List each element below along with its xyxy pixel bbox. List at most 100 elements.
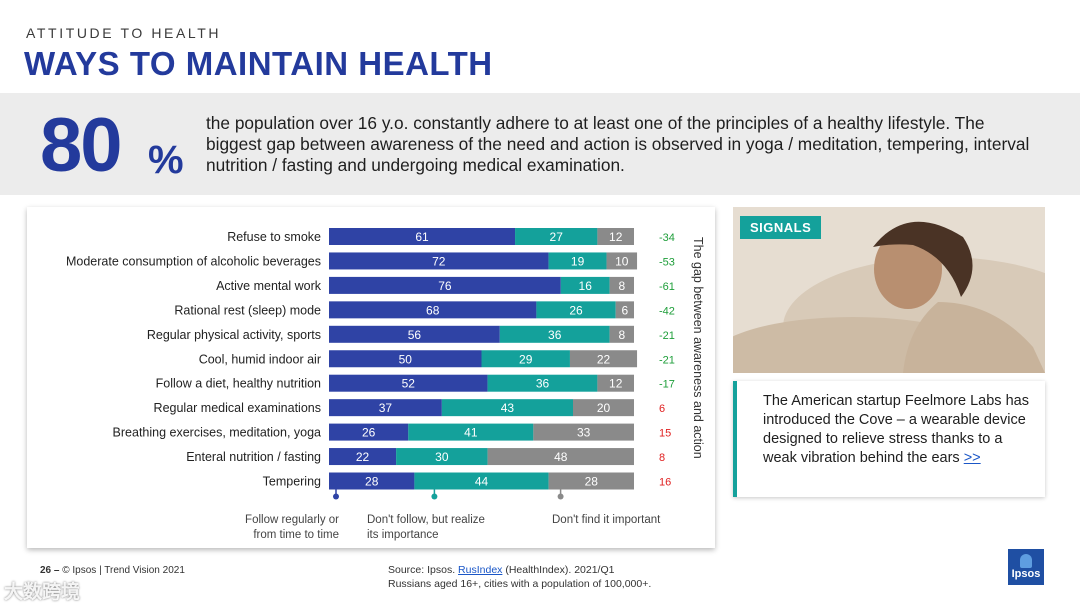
legend-label-line: Don't follow, but realize (367, 514, 485, 526)
source-prefix: Source: Ipsos. (388, 564, 456, 576)
highlight-percent-sign: % (148, 138, 184, 182)
gap-value: -21 (659, 330, 675, 342)
stacked-bar-chart: Refuse to smoke 61 27 12 -34 Moderate consump… (66, 228, 675, 541)
signal-accent-bar (733, 381, 737, 497)
bar-segment (597, 374, 634, 392)
legend-marker-dot (333, 493, 339, 500)
bar-segment (329, 350, 482, 368)
bar-value-label: 72 (432, 254, 446, 268)
bar-segment (515, 228, 598, 245)
gap-value: -21 (659, 354, 675, 366)
signals-badge: SIGNALS (740, 216, 822, 239)
legend-label-line: Follow regularly or (245, 514, 339, 526)
gap-value: 16 (659, 477, 671, 489)
source-line-2: Russians aged 16+, cities with a populat… (388, 578, 652, 590)
bar-segment (329, 325, 500, 343)
category-label: Breathing exercises, meditation, yoga (113, 426, 321, 440)
bar-value-label: 36 (536, 377, 550, 391)
bar-value-label: 22 (597, 352, 611, 366)
bar-segment (487, 448, 634, 466)
bar-value-label: 22 (356, 450, 370, 464)
bar-value-label: 12 (609, 377, 623, 391)
bar-segment (329, 374, 488, 392)
bar-segment (441, 399, 573, 417)
bar-value-label: 16 (579, 279, 593, 293)
bar-value-label: 41 (464, 426, 478, 440)
bar-value-label: 43 (501, 401, 515, 415)
bar-segment (329, 252, 549, 270)
bar-value-label: 48 (554, 450, 568, 464)
bar-segment (533, 423, 634, 441)
source-line-1: Source: Ipsos. RusIndex (HealthIndex). 2… (388, 563, 651, 577)
signal-text-block: The American startup Feelmore Labs has i… (763, 392, 1033, 468)
bar-value-label: 27 (550, 230, 564, 244)
bar-value-label: 26 (362, 426, 376, 440)
bar-value-label: 50 (399, 352, 413, 366)
category-label: Tempering (263, 475, 321, 489)
bar-segment (329, 399, 442, 417)
logo-text: Ipsos (1011, 568, 1041, 580)
legend-label-line: its importance (367, 529, 439, 541)
gap-axis-label: The gap between awareness and action (691, 237, 705, 459)
bar-value-label: 52 (402, 377, 416, 391)
bar-segment (548, 252, 607, 270)
bar-value-label: 61 (415, 230, 429, 244)
bar-value-label: 12 (609, 230, 623, 244)
bar-segment (329, 472, 415, 490)
page-title: WAYS TO MAINTAIN HEALTH (24, 45, 493, 82)
source-suffix: (HealthIndex). 2021/Q1 (505, 564, 615, 576)
source-link[interactable]: RusIndex (458, 564, 503, 576)
category-label: Rational rest (sleep) mode (174, 303, 321, 317)
bar-value-label: 26 (569, 303, 583, 317)
bar-segment (569, 350, 638, 368)
bar-value-label: 33 (577, 426, 591, 440)
chart-card: Refuse to smoke 61 27 12 -34 Moderate consump… (27, 207, 715, 548)
legend-marker-dot (557, 493, 564, 500)
bar-value-label: 29 (519, 352, 533, 366)
bar-segment (499, 325, 610, 343)
source-note: Source: Ipsos. RusIndex (HealthIndex). 2… (388, 563, 651, 591)
signal-more-link[interactable]: >> (963, 450, 981, 466)
watermark: 大数跨境 (4, 582, 81, 603)
bar-segment (609, 325, 634, 343)
page-number: 26 – (40, 565, 60, 576)
bar-value-label: 37 (379, 401, 393, 415)
category-label: Follow a diet, healthy nutrition (156, 377, 321, 391)
bar-segment (609, 276, 634, 294)
bar-segment (597, 228, 634, 245)
category-label: Refuse to smoke (227, 230, 321, 244)
bar-value-label: 6 (622, 303, 629, 317)
bar-segment (329, 228, 516, 245)
bar-value-label: 28 (365, 475, 379, 489)
legend-marker-dot (431, 493, 438, 500)
bar-value-label: 8 (618, 279, 625, 293)
category-label: Active mental work (216, 279, 322, 293)
gap-value: -42 (659, 305, 675, 317)
highlight-band (0, 93, 1080, 195)
ipsos-logo: Ipsos (1008, 549, 1044, 585)
bar-value-label: 8 (618, 328, 625, 342)
gap-value: -34 (659, 232, 675, 244)
gap-value: -17 (659, 379, 675, 391)
gap-value: -53 (659, 256, 675, 268)
gap-value: 8 (659, 452, 665, 464)
category-label: Moderate consumption of alcoholic bevera… (66, 254, 321, 268)
section-kicker: ATTITUDE TO HEALTH (26, 25, 222, 41)
bar-segment (329, 448, 397, 466)
bar-segment (408, 423, 534, 441)
bar-segment (329, 276, 561, 294)
footer-copyright: © Ipsos | Trend Vision 2021 (62, 565, 185, 576)
signal-card (733, 381, 1045, 497)
category-label: Regular medical examinations (154, 401, 321, 415)
bar-segment (487, 374, 598, 392)
bar-segment (536, 301, 616, 319)
bar-segment (329, 423, 409, 441)
legend-label-line: from time to time (253, 529, 339, 541)
bar-value-label: 36 (548, 328, 562, 342)
category-label: Enteral nutrition / fasting (186, 450, 321, 464)
gap-value: -61 (659, 281, 675, 293)
bar-value-label: 76 (438, 279, 452, 293)
category-label: Regular physical activity, sports (147, 328, 321, 342)
bar-value-label: 10 (615, 254, 629, 268)
bar-segment (481, 350, 570, 368)
